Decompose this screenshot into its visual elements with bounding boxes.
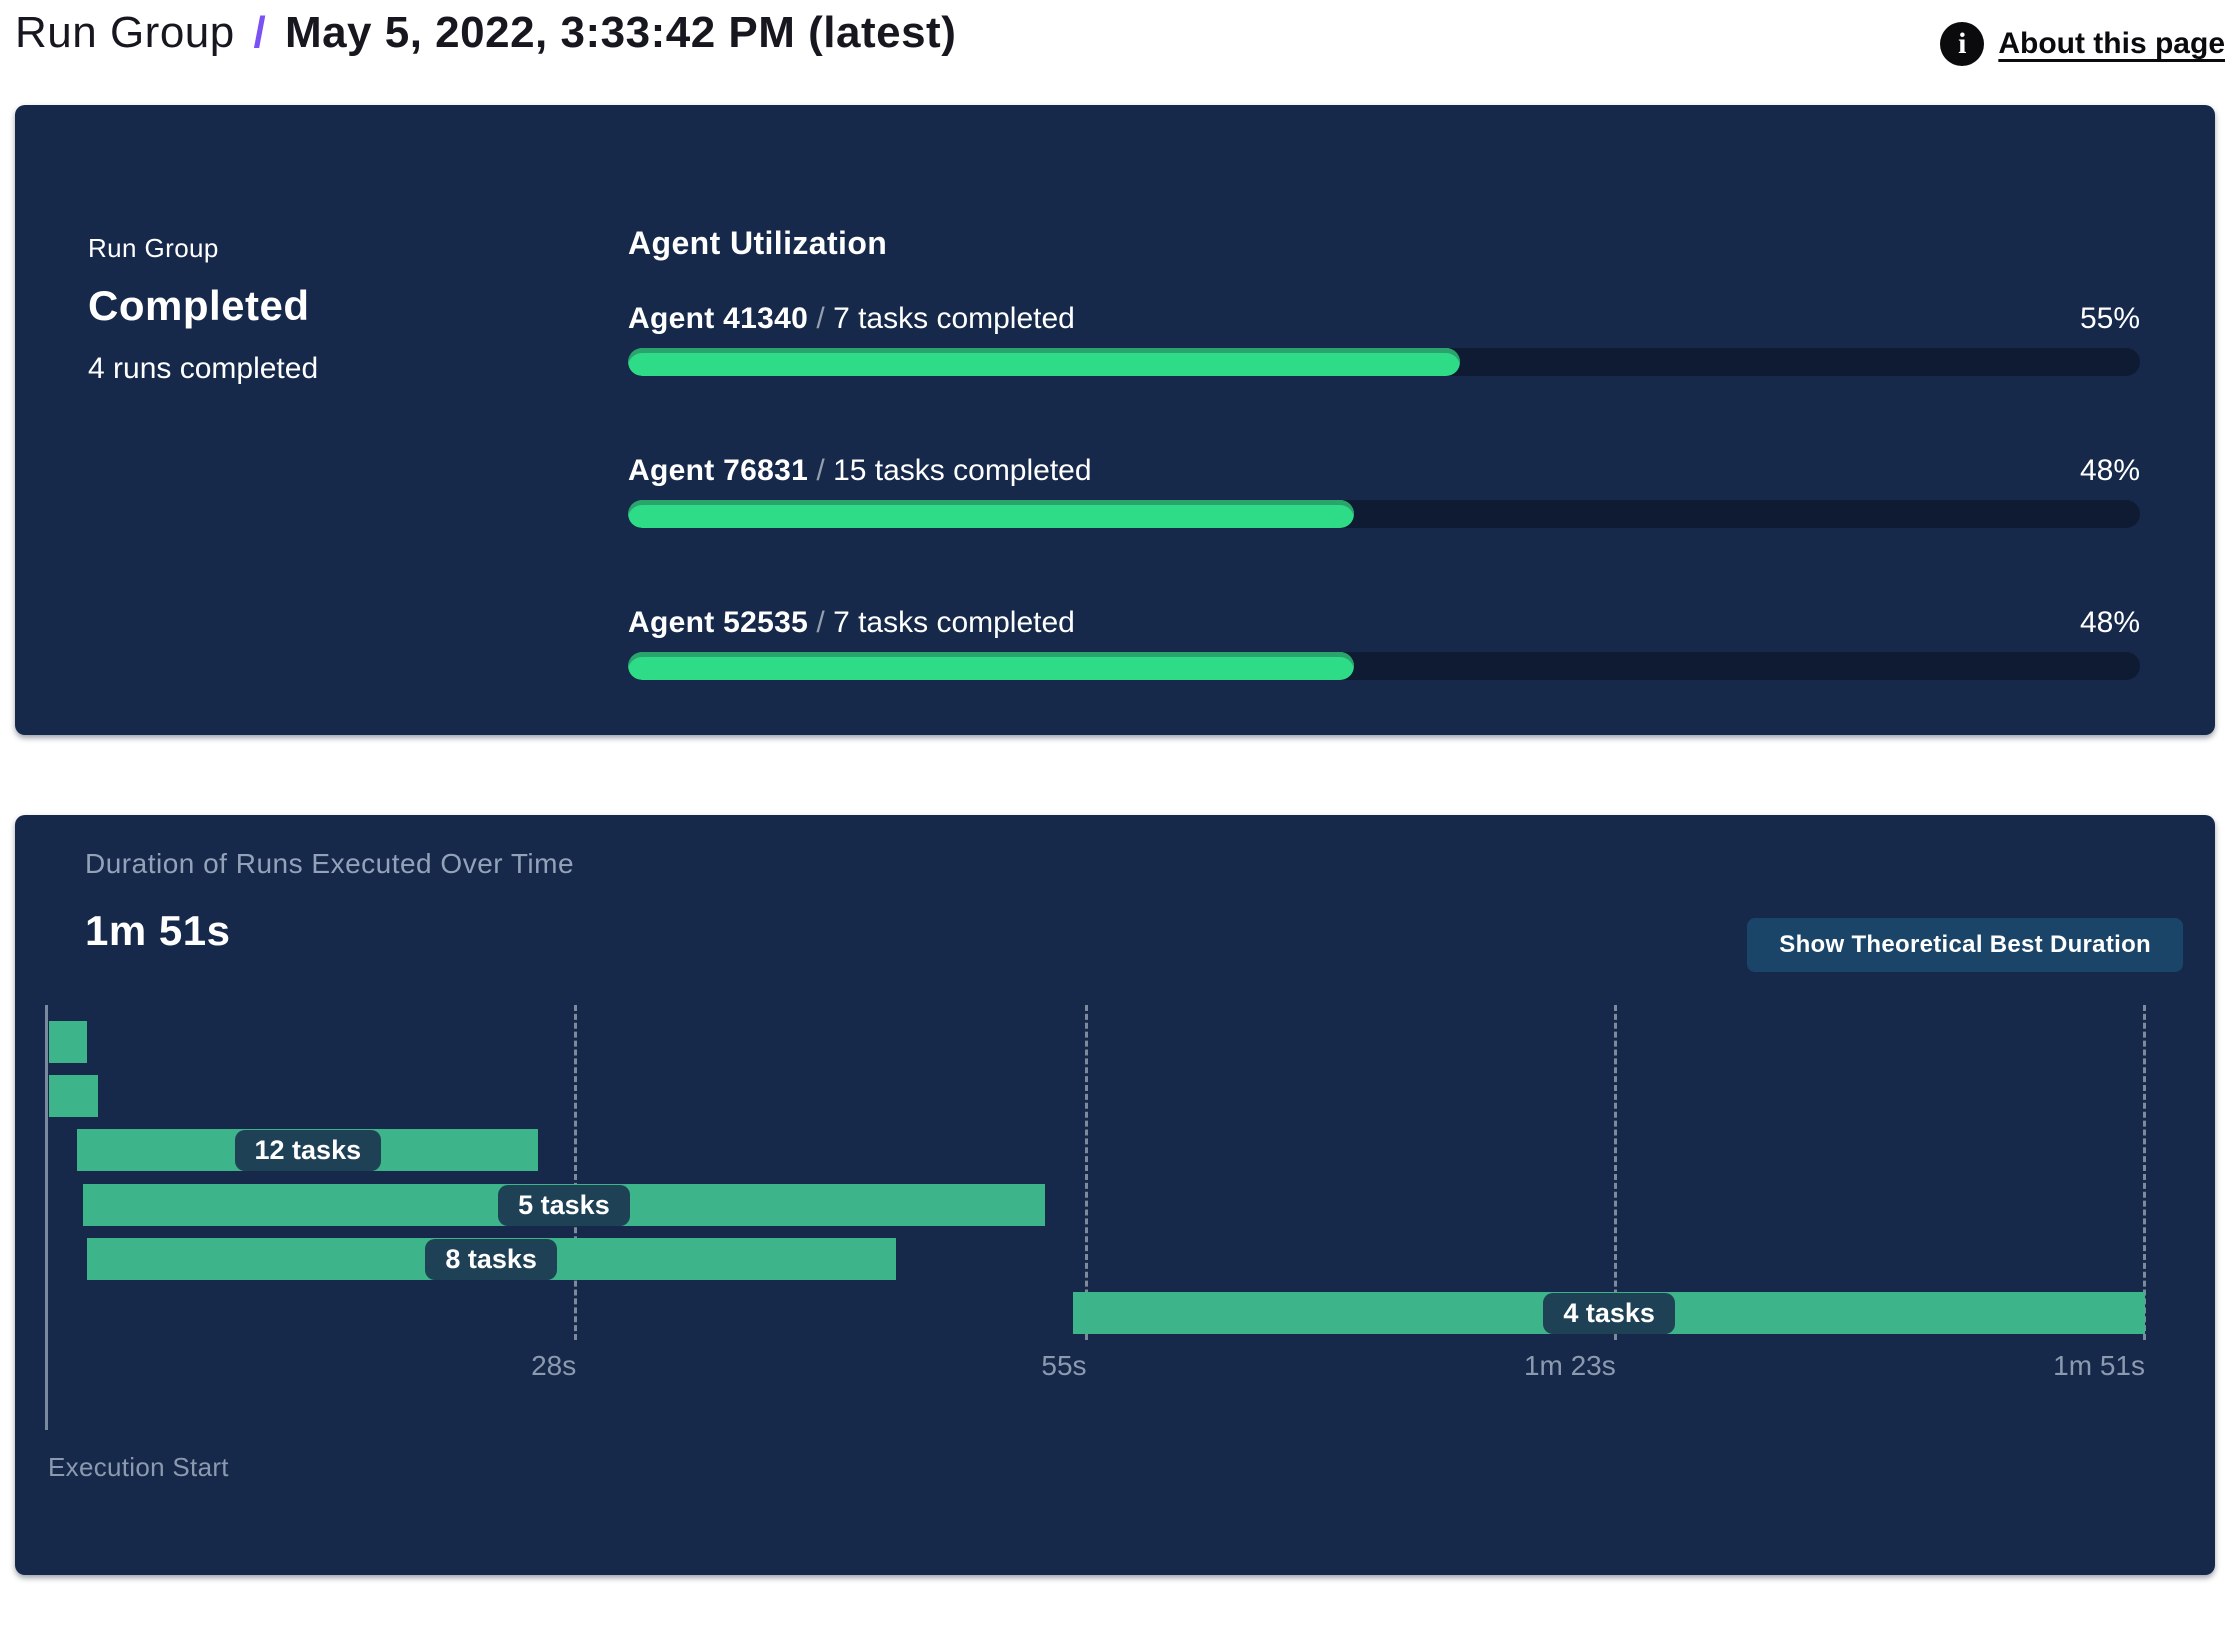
- time-tick-label: 1m 23s: [1523, 1350, 1616, 1381]
- about-link-label: About this page: [1998, 27, 2225, 60]
- info-icon: i: [1940, 22, 1985, 66]
- time-gridline: [1613, 1005, 1617, 1340]
- agent-utilization-row: Agent 76831 / 15 tasks completed 48%: [628, 454, 2140, 528]
- status-value: Completed: [88, 282, 310, 329]
- breadcrumb-separator: /: [253, 8, 267, 57]
- time-tick-label: 1m 51s: [2053, 1350, 2145, 1381]
- gantt-run-bar[interactable]: [48, 1021, 87, 1063]
- page-header: Run Group / May 5, 2022, 3:33:42 PM (lat…: [15, 8, 2225, 66]
- status-kicker: Run Group: [88, 233, 219, 263]
- agent-label: Agent 41340 / 7 tasks completed: [628, 302, 1075, 336]
- progress-bar-fill: [628, 652, 1354, 680]
- agent-utilization-percent: 48%: [2079, 454, 2140, 487]
- agent-name: Agent 41340: [628, 302, 809, 335]
- progress-bar-track: [628, 652, 2140, 680]
- time-gridline: [574, 1005, 578, 1340]
- time-gridline: [2143, 1005, 2146, 1340]
- agent-name: Agent 76831: [628, 454, 809, 487]
- total-duration-value: 1m 51s: [85, 907, 231, 954]
- agent-separator: /: [808, 606, 834, 639]
- agent-label: Agent 52535 / 7 tasks completed: [628, 606, 1075, 640]
- gantt-run-bar[interactable]: 8 tasks: [86, 1238, 896, 1280]
- progress-bar-fill: [628, 348, 1460, 376]
- show-theoretical-best-duration-button[interactable]: Show Theoretical Best Duration: [1747, 918, 2183, 972]
- gantt-run-bar[interactable]: 12 tasks: [77, 1129, 539, 1171]
- progress-bar-fill: [628, 500, 1354, 528]
- task-count-pill: 4 tasks: [1543, 1292, 1675, 1334]
- about-this-page-link[interactable]: i About this page: [1940, 22, 2225, 66]
- agent-utilization-percent: 48%: [2079, 606, 2140, 639]
- status-column: Run Group Completed 4 runs completed: [88, 233, 318, 386]
- gantt-chart: 28s 55s 1m 23s 1m 51s 12 tasks 5 tasks 8…: [47, 1005, 2146, 1381]
- runs-completed-summary: 4 runs completed: [88, 352, 319, 385]
- agent-utilization-row: Agent 41340 / 7 tasks completed 55%: [628, 302, 2140, 376]
- agent-label: Agent 76831 / 15 tasks completed: [628, 454, 1092, 488]
- duration-chart-title: Duration of Runs Executed Over Time: [85, 848, 575, 879]
- page-title: May 5, 2022, 3:33:42 PM (latest): [284, 8, 957, 57]
- duration-panel: Duration of Runs Executed Over Time 1m 5…: [15, 815, 2215, 1575]
- time-gridline: [1084, 1005, 1088, 1340]
- task-count-pill: 12 tasks: [234, 1129, 382, 1171]
- time-tick-label: 55s: [1041, 1350, 1087, 1381]
- gantt-run-bar[interactable]: 5 tasks: [82, 1184, 1045, 1226]
- execution-start-label: Execution Start: [48, 1452, 229, 1482]
- agent-utilization-section: Agent Utilization Agent 41340 / 7 tasks …: [628, 225, 2140, 680]
- agent-line: Agent 76831 / 15 tasks completed 48%: [628, 454, 2140, 488]
- progress-bar-track: [628, 348, 2140, 376]
- agent-tasks-completed: 7 tasks completed: [833, 606, 1075, 639]
- time-tick-label: 28s: [531, 1350, 577, 1381]
- execution-start-axis-line: [45, 1005, 48, 1430]
- agent-rows: Agent 41340 / 7 tasks completed 55% Agen…: [628, 302, 2140, 680]
- gantt-run-bar[interactable]: [48, 1075, 99, 1117]
- agent-utilization-row: Agent 52535 / 7 tasks completed 48%: [628, 606, 2140, 680]
- run-group-status-panel: Run Group Completed 4 runs completed Age…: [15, 105, 2215, 735]
- agent-utilization-percent: 55%: [2079, 302, 2140, 335]
- agent-name: Agent 52535: [628, 606, 809, 639]
- agent-line: Agent 52535 / 7 tasks completed 48%: [628, 606, 2140, 640]
- agent-separator: /: [808, 302, 834, 335]
- agent-tasks-completed: 7 tasks completed: [833, 302, 1075, 335]
- breadcrumb-root[interactable]: Run Group: [15, 8, 235, 57]
- task-count-pill: 5 tasks: [498, 1184, 630, 1226]
- agent-utilization-title: Agent Utilization: [628, 225, 888, 261]
- progress-bar-track: [628, 500, 2140, 528]
- agent-separator: /: [808, 454, 834, 487]
- agent-line: Agent 41340 / 7 tasks completed 55%: [628, 302, 2140, 336]
- agent-tasks-completed: 15 tasks completed: [833, 454, 1092, 487]
- breadcrumb: Run Group / May 5, 2022, 3:33:42 PM (lat…: [15, 8, 956, 58]
- task-count-pill: 8 tasks: [425, 1238, 557, 1280]
- gantt-run-bar[interactable]: 4 tasks: [1073, 1292, 2145, 1334]
